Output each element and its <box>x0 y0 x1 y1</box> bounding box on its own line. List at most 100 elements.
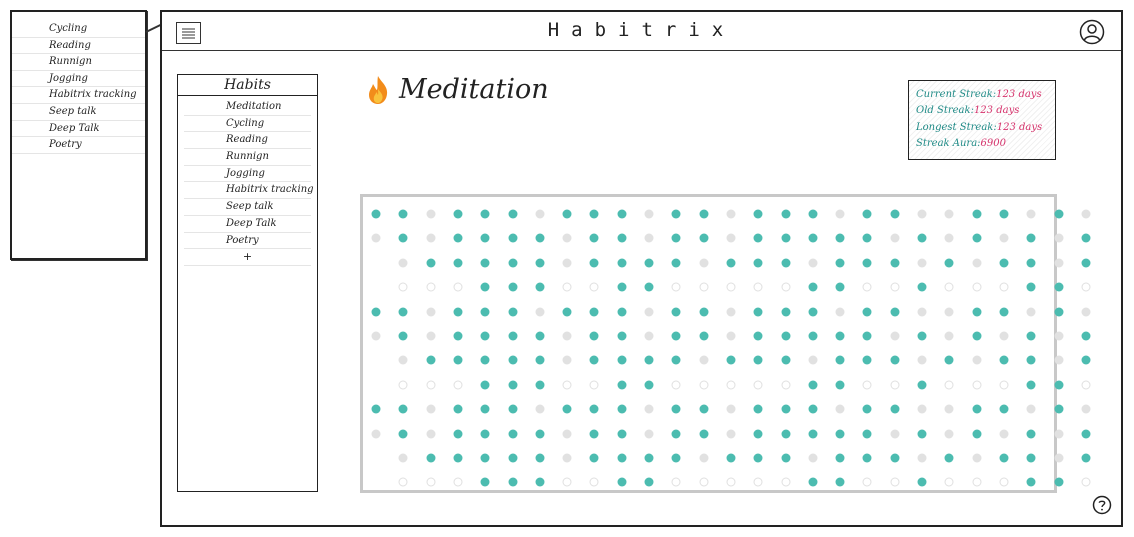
habit-day-dot[interactable] <box>862 355 872 365</box>
habit-day-dot[interactable] <box>699 209 709 219</box>
habit-day-dot[interactable] <box>1054 258 1063 268</box>
habit-day-dot[interactable] <box>535 282 545 292</box>
habit-day-dot[interactable] <box>781 233 790 243</box>
habit-day-dot[interactable] <box>808 209 818 219</box>
habit-day-dot[interactable] <box>890 477 900 487</box>
habit-day-dot[interactable] <box>398 355 408 365</box>
habit-day-dot[interactable] <box>835 258 845 268</box>
habit-day-dot[interactable] <box>726 233 736 243</box>
habit-day-dot[interactable] <box>589 233 599 243</box>
habit-day-dot[interactable] <box>808 355 818 365</box>
popup-item[interactable]: Deep Talk <box>12 121 145 138</box>
habit-day-dot[interactable] <box>535 355 545 365</box>
habit-day-dot[interactable] <box>726 282 736 292</box>
habit-day-dot[interactable] <box>862 429 872 439</box>
habit-day-dot[interactable] <box>617 429 627 439</box>
habit-day-dot[interactable] <box>972 477 982 487</box>
habit-day-dot[interactable] <box>671 477 681 487</box>
habit-day-dot[interactable] <box>398 380 408 390</box>
habit-day-dot[interactable] <box>781 209 790 219</box>
habit-day-dot[interactable] <box>890 331 900 341</box>
habit-day-dot[interactable] <box>398 307 408 317</box>
habit-day-dot[interactable] <box>644 404 654 414</box>
habit-day-dot[interactable] <box>999 233 1009 243</box>
habit-day-dot[interactable] <box>1081 453 1091 463</box>
habit-day-dot[interactable] <box>699 355 709 365</box>
habit-day-dot[interactable] <box>1026 307 1036 317</box>
habit-day-dot[interactable] <box>944 331 954 341</box>
habit-day-dot[interactable] <box>535 233 545 243</box>
habit-day-dot[interactable] <box>808 307 818 317</box>
habit-day-dot[interactable] <box>453 380 463 390</box>
sidebar-habit-item[interactable]: Poetry <box>184 233 311 250</box>
habit-day-dot[interactable] <box>562 404 572 414</box>
habit-day-dot[interactable] <box>917 429 927 439</box>
habit-day-dot[interactable] <box>617 331 627 341</box>
habit-day-dot[interactable] <box>644 233 654 243</box>
habit-day-dot[interactable] <box>699 404 709 414</box>
habit-day-dot[interactable] <box>944 233 954 243</box>
habit-day-dot[interactable] <box>944 282 954 292</box>
habit-day-dot[interactable] <box>371 307 381 317</box>
habit-day-dot[interactable] <box>999 307 1009 317</box>
habit-day-dot[interactable] <box>781 429 790 439</box>
habit-day-dot[interactable] <box>535 453 545 463</box>
habit-day-dot[interactable] <box>617 404 627 414</box>
habit-day-dot[interactable] <box>944 477 954 487</box>
habit-day-dot[interactable] <box>781 331 790 341</box>
habit-day-dot[interactable] <box>726 209 736 219</box>
habit-day-dot[interactable] <box>999 258 1009 268</box>
habit-day-dot[interactable] <box>671 282 681 292</box>
habit-day-dot[interactable] <box>862 331 872 341</box>
sidebar-habit-item[interactable]: Seep talk <box>184 199 311 216</box>
habit-day-dot[interactable] <box>589 380 599 390</box>
habit-day-dot[interactable] <box>753 282 763 292</box>
habit-day-dot[interactable] <box>890 355 900 365</box>
habit-day-dot[interactable] <box>699 282 709 292</box>
habit-day-dot[interactable] <box>972 380 982 390</box>
habit-day-dot[interactable] <box>535 258 545 268</box>
habit-day-dot[interactable] <box>808 282 818 292</box>
habit-day-dot[interactable] <box>835 355 845 365</box>
habit-day-dot[interactable] <box>371 429 381 439</box>
habit-day-dot[interactable] <box>726 404 736 414</box>
habit-day-dot[interactable] <box>671 233 681 243</box>
habit-day-dot[interactable] <box>753 209 763 219</box>
habit-day-dot[interactable] <box>781 404 790 414</box>
habit-day-dot[interactable] <box>835 307 845 317</box>
habit-day-dot[interactable] <box>726 477 736 487</box>
habit-day-dot[interactable] <box>480 404 490 414</box>
habit-day-dot[interactable] <box>753 477 763 487</box>
habit-day-dot[interactable] <box>944 429 954 439</box>
habit-day-dot[interactable] <box>753 429 763 439</box>
habit-day-dot[interactable] <box>862 233 872 243</box>
habit-day-dot[interactable] <box>917 258 927 268</box>
habit-day-dot[interactable] <box>917 477 927 487</box>
habit-day-dot[interactable] <box>480 209 490 219</box>
habit-day-dot[interactable] <box>862 282 872 292</box>
habit-day-dot[interactable] <box>726 355 736 365</box>
habit-day-dot[interactable] <box>426 355 436 365</box>
habit-day-dot[interactable] <box>453 258 463 268</box>
sidebar-habit-item[interactable]: Jogging <box>184 166 311 183</box>
habit-day-dot[interactable] <box>508 258 517 268</box>
habit-day-dot[interactable] <box>453 355 463 365</box>
habit-day-dot[interactable] <box>371 233 381 243</box>
habit-day-dot[interactable] <box>398 453 408 463</box>
habit-day-dot[interactable] <box>917 380 927 390</box>
habit-day-dot[interactable] <box>426 209 436 219</box>
habit-day-dot[interactable] <box>890 307 900 317</box>
habit-day-dot[interactable] <box>371 331 381 341</box>
habit-day-dot[interactable] <box>808 258 818 268</box>
habit-day-dot[interactable] <box>535 477 545 487</box>
habit-day-dot[interactable] <box>508 209 517 219</box>
habit-day-dot[interactable] <box>972 209 982 219</box>
habit-day-dot[interactable] <box>644 331 654 341</box>
habit-day-dot[interactable] <box>808 380 818 390</box>
habit-day-dot[interactable] <box>972 331 982 341</box>
habit-day-dot[interactable] <box>589 307 599 317</box>
habit-day-dot[interactable] <box>535 209 545 219</box>
habit-day-dot[interactable] <box>480 307 490 317</box>
habit-day-dot[interactable] <box>644 429 654 439</box>
habit-day-dot[interactable] <box>835 477 845 487</box>
